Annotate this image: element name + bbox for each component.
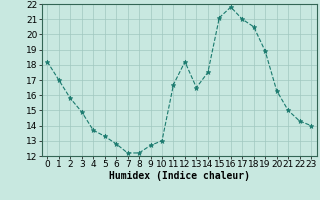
X-axis label: Humidex (Indice chaleur): Humidex (Indice chaleur) [109,171,250,181]
